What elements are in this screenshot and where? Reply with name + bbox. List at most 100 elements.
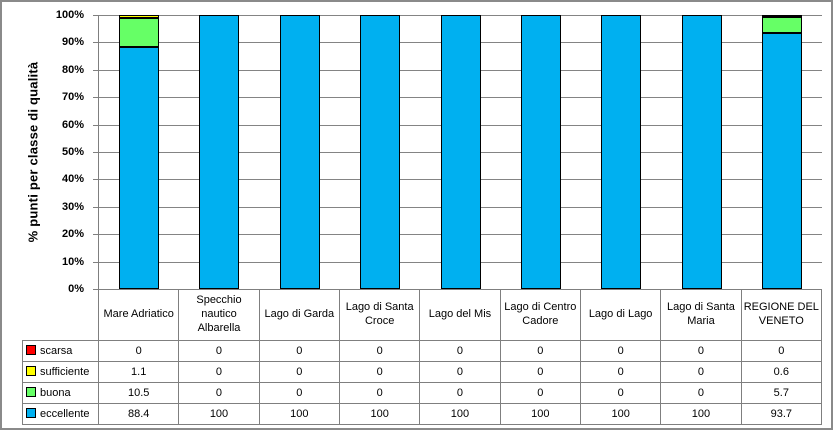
value-cell: 0 [258, 382, 340, 404]
value-cell: 0 [338, 340, 421, 362]
y-tick-label: 0% [68, 283, 84, 295]
value-cell: 10.5 [97, 382, 180, 404]
bar-column [279, 15, 320, 289]
series-label-cell: scarsa [22, 340, 99, 362]
value-cell: 0.6 [740, 361, 823, 383]
category-header-cell: Lago di Santa Croce [338, 289, 421, 341]
value-cell: 0 [660, 382, 742, 404]
y-tick-label: 10% [61, 255, 84, 268]
category-header-cell: REGIONE DEL VENETO [740, 289, 823, 341]
y-tick-mark [93, 152, 99, 153]
bar-segment-eccellente [360, 15, 401, 289]
value-cell: 0 [499, 382, 581, 404]
value-cell: 0 [579, 361, 662, 383]
bar-column [119, 15, 160, 289]
category-header-cell: Lago di Garda [258, 289, 340, 341]
data-table: Mare Adriatico Specchio nautico Albarella… [22, 289, 823, 425]
plot-area [93, 15, 822, 290]
bar-segment-buona [119, 18, 160, 47]
table-row: buona 10.5 0 0 0 0 0 0 0 5.7 [22, 382, 823, 404]
legend-swatch-eccellente [26, 408, 36, 418]
table-row: eccellente 88.4 100 100 100 100 100 100 100 93.7 [22, 403, 823, 425]
y-tick-label: 40% [61, 173, 84, 186]
category-header-cell: Lago di Lago [579, 289, 662, 341]
value-cell: 100 [178, 403, 260, 425]
category-header-cell: Specchio nautico Albarella [178, 289, 260, 341]
value-cell: 100 [338, 403, 421, 425]
bar-segment-eccellente [199, 15, 240, 289]
value-cell: 0 [178, 340, 260, 362]
category-header-cell: Lago di Centro Cadore [499, 289, 581, 341]
y-tick-mark [93, 206, 99, 208]
category-header-cell: Lago di Santa Maria [660, 289, 742, 341]
value-cell: 0 [178, 382, 260, 404]
value-cell: 100 [579, 403, 662, 425]
bar-column [601, 15, 642, 289]
series-label-cell: sufficiente [22, 361, 99, 383]
y-tick-label: 50% [61, 146, 84, 158]
bar-segment-eccellente [279, 15, 320, 289]
value-cell: 0 [579, 340, 662, 362]
value-cell: 1.1 [97, 361, 180, 383]
category-header-cell: Mare Adriatico [97, 289, 180, 341]
value-cell: 0 [660, 361, 742, 383]
bar-column [440, 15, 481, 289]
y-tick-label: 80% [61, 63, 84, 76]
bar-column [520, 15, 561, 289]
bar-column [761, 15, 802, 289]
bar-segment-eccellente [601, 15, 642, 289]
y-tick-mark [93, 234, 99, 236]
value-cell: 0 [258, 361, 340, 383]
legend-swatch-scarsa [26, 345, 36, 355]
bar-segment-eccellente [681, 15, 722, 289]
y-tick-mark [93, 261, 99, 263]
table-row: scarsa 0 0 0 0 0 0 0 0 0 [22, 340, 823, 362]
value-cell: 0 [258, 340, 340, 362]
value-cell: 0 [740, 340, 823, 362]
y-tick-mark [93, 42, 99, 44]
y-tick-mark [93, 179, 99, 181]
y-tick-mark [93, 15, 99, 16]
y-tick-mark [93, 289, 99, 290]
table-corner-cell [23, 290, 99, 341]
series-label-cell: eccellente [22, 403, 99, 425]
y-tick-mark [93, 124, 99, 126]
value-cell: 93.7 [740, 403, 823, 425]
bar-column [681, 15, 722, 289]
y-tick-mark [93, 69, 99, 71]
y-tick-mark [93, 97, 99, 99]
bar-segment-sufficiente [761, 15, 802, 17]
value-cell: 100 [419, 403, 501, 425]
bar-segment-eccellente [520, 15, 561, 289]
bar-column [360, 15, 401, 289]
value-cell: 88.4 [97, 403, 180, 425]
category-header-cell: Lago del Mis [419, 289, 501, 341]
value-cell: 0 [499, 340, 581, 362]
value-cell: 0 [178, 361, 260, 383]
y-tick-label: 20% [61, 228, 84, 241]
value-cell: 0 [419, 340, 501, 362]
value-cell: 5.7 [740, 382, 823, 404]
value-cell: 0 [419, 361, 501, 383]
bar-column [199, 15, 240, 289]
value-cell: 100 [258, 403, 340, 425]
bar-segment-eccellente [119, 46, 160, 289]
value-cell: 0 [579, 382, 662, 404]
value-cell: 0 [660, 340, 742, 362]
value-cell: 100 [499, 403, 581, 425]
bar-segment-sufficiente [119, 15, 160, 19]
legend-swatch-buona [26, 387, 36, 397]
legend-swatch-sufficiente [26, 366, 36, 376]
y-tick-label: 100% [55, 9, 84, 21]
y-axis-ticks: 0% 10% 20% 30% 40% 50% 60% 70% 80% 90% 100% [2, 9, 90, 295]
value-cell: 0 [499, 361, 581, 383]
series-label-cell: buona [22, 382, 99, 404]
bar-segment-eccellente [761, 32, 802, 289]
table-row: sufficiente 1.1 0 0 0 0 0 0 0 0.6 [22, 361, 823, 383]
y-tick-label: 90% [61, 36, 84, 49]
y-tick-label: 60% [61, 118, 84, 131]
y-tick-label: 30% [61, 200, 84, 213]
value-cell: 0 [338, 382, 421, 404]
bar-segment-buona [761, 17, 802, 33]
